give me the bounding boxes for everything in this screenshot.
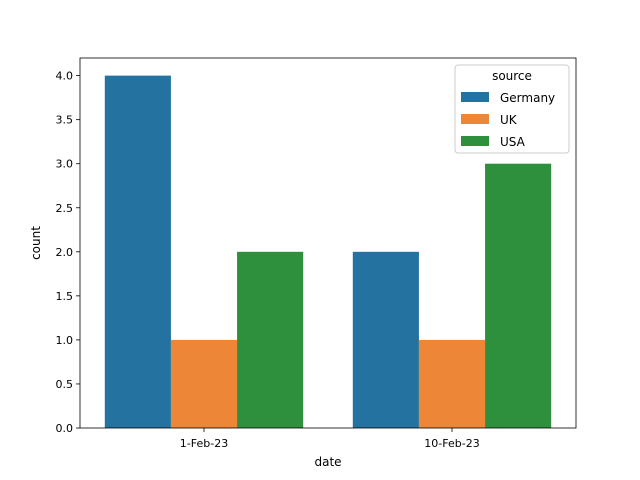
- y-tick-label: 3.0: [56, 158, 74, 171]
- legend-swatch-germany: [461, 92, 489, 102]
- x-tick-label: 10-Feb-23: [424, 437, 479, 450]
- y-axis-ticks: 0.0 0.5 1.0 1.5 2.0 2.5 3.0 3.5 4.0: [56, 70, 80, 435]
- legend-label-usa: USA: [500, 135, 526, 149]
- legend: source Germany UK USA: [454, 64, 570, 154]
- legend-swatch-uk: [461, 114, 489, 124]
- axes-frame: [79, 57, 577, 429]
- x-tick-label: 1-Feb-23: [180, 437, 228, 450]
- bars-layer: [104, 75, 552, 429]
- legend-box: [454, 64, 570, 154]
- legend-label-uk: UK: [500, 113, 518, 127]
- y-tick-label: 3.5: [56, 114, 74, 127]
- legend-label-germany: Germany: [500, 91, 555, 105]
- y-tick-label: 1.5: [56, 290, 74, 303]
- bar-usa-1: [485, 163, 552, 428]
- bar-uk-1: [418, 339, 486, 428]
- y-tick-label: 0.0: [56, 422, 74, 435]
- x-axis-ticks: 1-Feb-23 10-Feb-23: [180, 428, 480, 450]
- bar-germany-0: [104, 75, 171, 429]
- bar-germany-1: [352, 251, 419, 428]
- x-axis-label: date: [314, 455, 341, 469]
- bar-uk-0: [170, 339, 238, 428]
- y-tick-label: 2.5: [56, 202, 74, 215]
- y-tick-label: 0.5: [56, 378, 74, 391]
- legend-entries: Germany UK USA: [461, 91, 555, 149]
- legend-title: source: [492, 69, 532, 83]
- y-tick-label: 1.0: [56, 334, 74, 347]
- y-axis-label: count: [29, 226, 43, 260]
- bar-usa-0: [237, 251, 304, 428]
- y-tick-label: 2.0: [56, 246, 74, 259]
- legend-swatch-usa: [461, 136, 489, 146]
- y-tick-label: 4.0: [56, 70, 74, 83]
